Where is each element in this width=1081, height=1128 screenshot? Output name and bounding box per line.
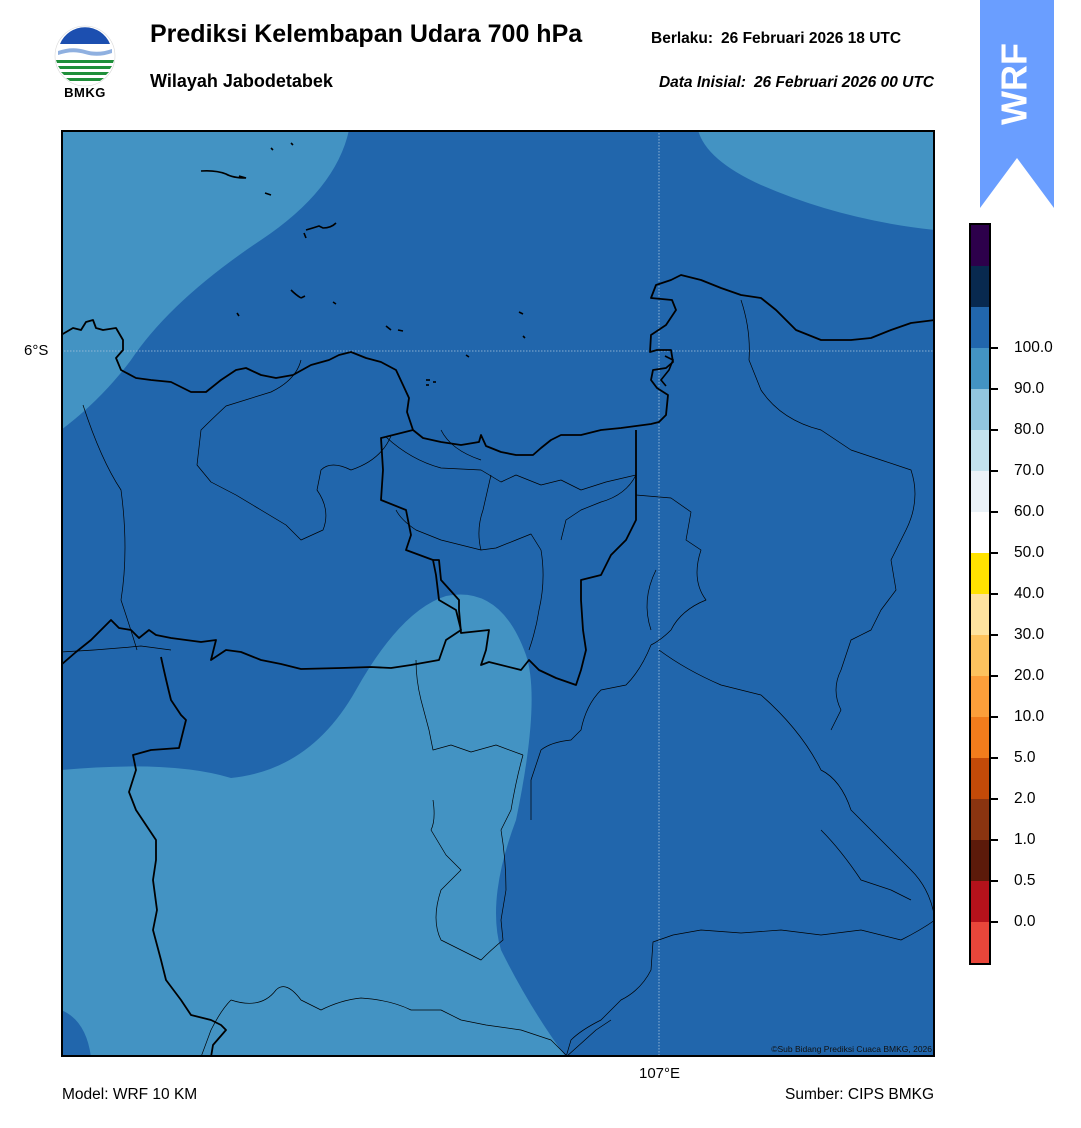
colorbar-segment: [971, 512, 989, 553]
colorbar-tick-label: 60.0: [1014, 503, 1045, 520]
colorbar-segment: [971, 389, 989, 430]
bmkg-logo-icon: [54, 25, 116, 87]
valid-value: 26 Februari 2026 18 UTC: [721, 30, 902, 47]
colorbar-segment: [971, 799, 989, 840]
colorbar-tick-label: 80.0: [1014, 421, 1045, 438]
colorbar-segment: [971, 430, 989, 471]
latitude-label: 6°S: [24, 342, 49, 359]
colorbar-tick-label: 50.0: [1014, 544, 1045, 561]
colorbar-tick: [991, 388, 998, 390]
map-frame: [61, 130, 935, 1057]
field-80-90-southwest-patch: [61, 1010, 91, 1057]
humidity-map: [61, 130, 935, 1057]
colorbar-tick: [991, 675, 998, 677]
colorbar-tick-label: 2.0: [1014, 790, 1036, 807]
field-70-80-northwest: [61, 130, 349, 430]
colorbar-tick: [991, 716, 998, 718]
colorbar-tick: [991, 880, 998, 882]
source-label: Sumber: CIPS BMKG: [784, 1086, 934, 1103]
valid-label: Berlaku:: [651, 30, 714, 47]
colorbar-segment: [971, 922, 989, 963]
colorbar-segment: [971, 348, 989, 389]
colorbar-tick: [991, 593, 998, 595]
colorbar-tick-label: 100.0: [1014, 339, 1053, 356]
colorbar-tick-label: 5.0: [1014, 749, 1036, 766]
colorbar-tick: [991, 552, 998, 554]
colorbar-tick: [991, 798, 998, 800]
colorbar-tick: [991, 921, 998, 923]
colorbar-segment: [971, 635, 989, 676]
colorbar-tick: [991, 470, 998, 472]
colorbar-segment: [971, 266, 989, 307]
colorbar-tick: [991, 511, 998, 513]
colorbar: [969, 223, 991, 965]
page-title: Prediksi Kelembapan Udara 700 hPa: [150, 20, 583, 48]
init-value: 26 Februari 2026 00 UTC: [753, 74, 934, 91]
colorbar-segment: [971, 717, 989, 758]
colorbar-tick: [991, 839, 998, 841]
colorbar-tick: [991, 347, 998, 349]
colorbar-tick-label: 1.0: [1014, 831, 1036, 848]
district-boundaries: [61, 299, 935, 1057]
colorbar-segment: [971, 307, 989, 348]
islands: [200, 142, 675, 387]
valid-time: Berlaku: 26 Februari 2026 18 UTC: [651, 30, 901, 48]
coastline: [61, 274, 935, 1057]
colorbar-segment: [971, 594, 989, 635]
southwest-border: [128, 656, 227, 1057]
colorbar-tick: [991, 429, 998, 431]
colorbar-tick-label: 10.0: [1014, 708, 1045, 725]
colorbar-tick: [991, 757, 998, 759]
colorbar-segment: [971, 471, 989, 512]
colorbar-segment: [971, 676, 989, 717]
colorbar-segment: [971, 758, 989, 799]
copyright-text: ©Sub Bidang Prediksi Cuaca BMKG, 2026: [771, 1044, 932, 1054]
colorbar-tick-label: 70.0: [1014, 462, 1045, 479]
region-subtitle: Wilayah Jabodetabek: [150, 71, 333, 91]
model-label: Model: WRF 10 KM: [62, 1086, 198, 1103]
colorbar-tick-label: 90.0: [1014, 380, 1045, 397]
init-time: Data Inisial: 26 Februari 2026 00 UTC: [659, 74, 934, 92]
colorbar-segment: [971, 225, 989, 266]
colorbar-tick-label: 20.0: [1014, 667, 1045, 684]
colorbar-segment: [971, 881, 989, 922]
colorbar-tick: [991, 634, 998, 636]
colorbar-tick-label: 0.0: [1014, 913, 1036, 930]
field-70-80-northeast: [698, 130, 935, 230]
logo-text: BMKG: [64, 85, 106, 100]
colorbar-segment: [971, 553, 989, 594]
colorbar-segment: [971, 840, 989, 881]
up-arrow-icon: [980, 0, 1054, 208]
wrf-badge-text: WRF: [994, 43, 1035, 125]
jakarta-boundary: [61, 429, 462, 670]
colorbar-tick-label: 40.0: [1014, 585, 1045, 602]
field-70-80-south: [61, 594, 566, 1057]
colorbar-tick-label: 0.5: [1014, 872, 1036, 889]
wrf-badge: WRF: [980, 0, 1054, 208]
init-label: Data Inisial:: [658, 74, 746, 91]
colorbar-tick-label: 30.0: [1014, 626, 1045, 643]
longitude-label: 107°E: [639, 1065, 681, 1082]
